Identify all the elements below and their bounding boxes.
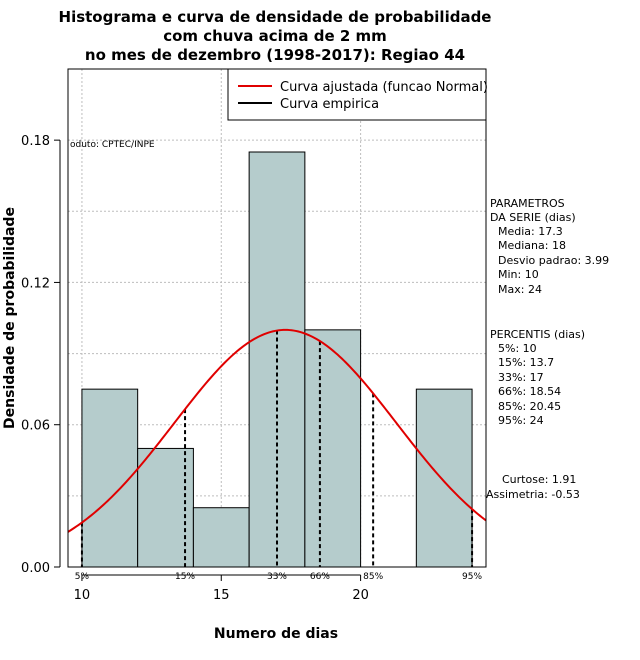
legend-label-normal: Curva ajustada (funcao Normal) <box>280 80 488 95</box>
percentil-85: 85%: 20.45 <box>498 400 561 413</box>
source-note: oduto: CPTEC/INPE <box>70 140 155 150</box>
normal-curve <box>67 328 487 533</box>
histogram-bar-4 <box>304 329 362 568</box>
title-line-2: com chuva acima de 2 mm <box>163 27 387 45</box>
percentil-95: 95%: 24 <box>498 414 544 427</box>
y-tick-label-0: 0.00 <box>21 561 50 576</box>
percentil-5: 5%: 10 <box>498 342 537 355</box>
legend-box <box>227 68 487 121</box>
y-tick-label-3: 0.18 <box>21 134 50 149</box>
percentile-label-4: 85% <box>363 572 383 582</box>
x-tick-label-0: 10 <box>74 588 91 603</box>
percentil-15: 15%: 13.7 <box>498 356 554 369</box>
y-axis-label: Densidade de probabilidade <box>2 207 18 429</box>
parametros-title-2: DA SERIE (dias) <box>490 211 576 224</box>
histogram-bars <box>81 151 473 568</box>
chart-title: Histograma e curva de densidade de proba… <box>59 8 492 64</box>
x-tick-label-2: 20 <box>352 588 369 603</box>
curtose: Curtose: 1.91 <box>502 473 576 486</box>
percentile-label-3: 66% <box>310 572 330 582</box>
normal-curve-path <box>67 328 487 533</box>
legend: Curva ajustada (funcao Normal) Curva emp… <box>227 68 488 121</box>
title-line-3: no mes de dezembro (1998-2017): Regiao 4… <box>85 46 465 64</box>
param-mediana: Mediana: 18 <box>498 239 566 252</box>
side-panel: PARAMETROS DA SERIE (dias) Media: 17.3 M… <box>486 197 609 501</box>
param-max: Max: 24 <box>498 283 542 296</box>
percentil-33: 33%: 17 <box>498 371 544 384</box>
histogram-bar-2 <box>192 507 250 568</box>
percentis-title: PERCENTIS (dias) <box>490 328 585 341</box>
assimetria: Assimetria: -0.53 <box>486 488 580 501</box>
percentile-label-1: 15% <box>175 572 195 582</box>
x-tick-label-1: 15 <box>213 588 230 603</box>
percentile-label-5: 95% <box>462 572 482 582</box>
param-desvio: Desvio padrao: 3.99 <box>498 254 609 267</box>
percentile-lines: 5% 15% 33% 66% 85% 95% <box>75 330 483 582</box>
percentil-66: 66%: 18.54 <box>498 385 561 398</box>
percentile-label-2: 33% <box>267 572 287 582</box>
param-media: Media: 17.3 <box>498 225 563 238</box>
legend-label-empirical: Curva empirica <box>280 97 379 112</box>
y-tick-label-1: 0.06 <box>21 419 50 434</box>
title-line-1: Histograma e curva de densidade de proba… <box>59 8 492 26</box>
axes: 0.00 0.06 0.12 0.18 10 15 20 <box>21 134 369 603</box>
histogram-bar-6 <box>415 388 473 568</box>
y-tick-label-2: 0.12 <box>21 276 50 291</box>
x-axis-label: Numero de dias <box>214 626 338 642</box>
parametros-title-1: PARAMETROS <box>490 197 565 210</box>
param-min: Min: 10 <box>498 268 539 281</box>
